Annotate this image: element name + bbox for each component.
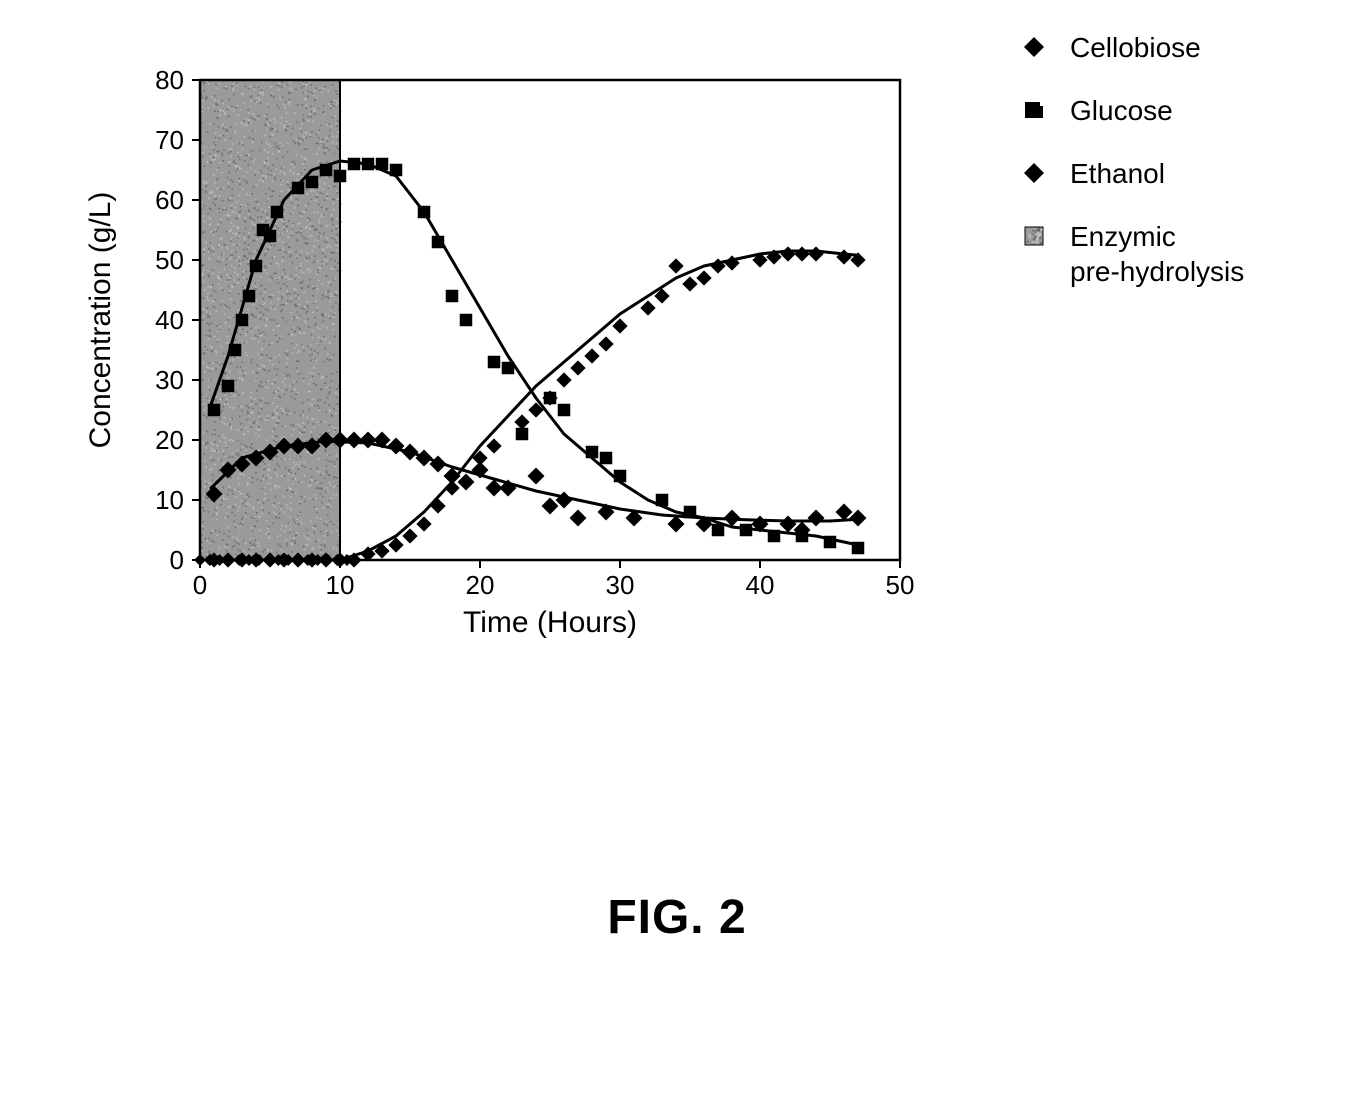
legend-item: Cellobiose	[1020, 30, 1244, 65]
ytick-label: 40	[155, 305, 184, 335]
legend-item: Glucose	[1020, 93, 1244, 128]
xtick-label: 0	[193, 570, 207, 600]
trend-ethanol	[340, 251, 858, 560]
legend-item: Enzymic pre-hydrolysis	[1020, 219, 1244, 289]
legend-item: Ethanol	[1020, 156, 1244, 191]
legend-label: Glucose	[1070, 93, 1173, 128]
legend-swatch	[1020, 161, 1048, 185]
concentration-chart: 0 10 20 30 40 50 60 70 80 0 10 20 30 40 50 Time (Hours)…	[60, 40, 960, 685]
legend-swatch	[1020, 98, 1048, 122]
x-axis-label: Time (Hours)	[463, 606, 637, 639]
ytick-label: 30	[155, 365, 184, 395]
ytick-label: 60	[155, 185, 184, 215]
chart-svg: 0 10 20 30 40 50 60 70 80 0 10 20 30 40 50 Time (Hours)…	[60, 40, 960, 680]
legend-swatch	[1020, 35, 1048, 59]
ytick-label: 80	[155, 65, 184, 95]
ytick-label: 70	[155, 125, 184, 155]
xtick-label: 40	[746, 570, 775, 600]
ytick-label: 0	[170, 545, 184, 575]
page: 0 10 20 30 40 50 60 70 80 0 10 20 30 40 50 Time (Hours)…	[0, 0, 1354, 1114]
y-axis-label: Concentration (g/L)	[84, 192, 117, 449]
legend-label: Cellobiose	[1070, 30, 1201, 65]
figure-label: FIG. 2	[0, 890, 1354, 945]
legend-swatch	[1020, 224, 1048, 248]
xtick-label: 20	[466, 570, 495, 600]
ytick-label: 50	[155, 245, 184, 275]
xtick-label: 50	[886, 570, 915, 600]
legend: Cellobiose Glucose Ethanol Enzymic pre-hydr…	[1020, 30, 1244, 317]
ytick-label: 10	[155, 485, 184, 515]
ytick-label: 20	[155, 425, 184, 455]
xtick-label: 30	[606, 570, 635, 600]
xtick-label: 10	[326, 570, 355, 600]
legend-label: Enzymic pre-hydrolysis	[1070, 219, 1244, 289]
legend-label: Ethanol	[1070, 156, 1165, 191]
